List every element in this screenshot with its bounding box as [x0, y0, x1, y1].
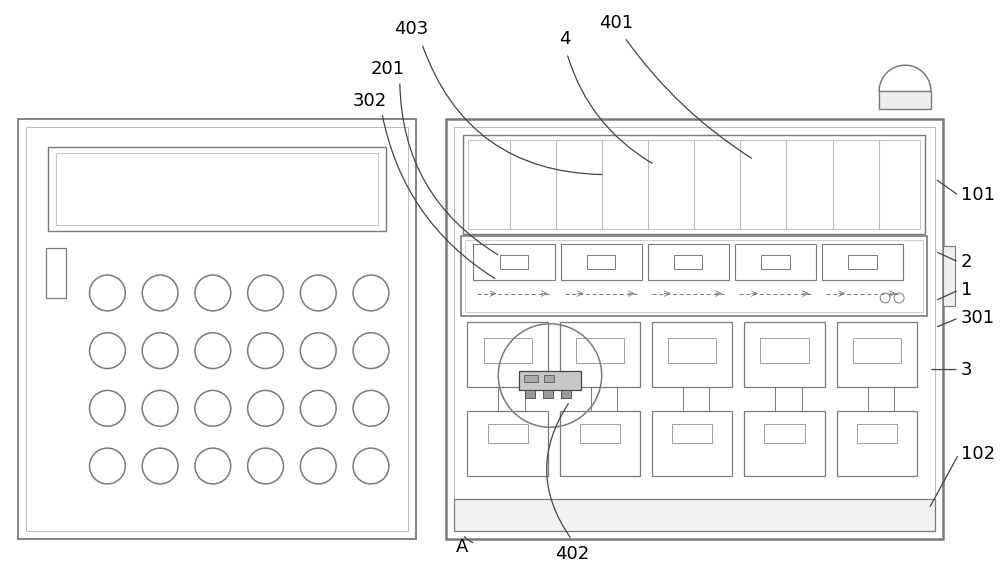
Bar	[524, 375, 538, 383]
Text: 301: 301	[961, 309, 995, 327]
Text: 102: 102	[961, 445, 995, 463]
Bar	[48, 147, 386, 231]
Bar	[672, 424, 712, 443]
Text: 2: 2	[961, 253, 972, 271]
Bar	[446, 119, 943, 538]
Bar	[467, 322, 548, 387]
Bar	[463, 135, 925, 234]
Bar	[652, 411, 732, 476]
Bar	[576, 338, 624, 363]
Bar	[18, 119, 416, 538]
Bar	[544, 375, 554, 383]
Bar	[587, 255, 615, 270]
Text: 302: 302	[353, 92, 387, 110]
Bar	[853, 338, 901, 363]
Text: 403: 403	[394, 21, 428, 38]
Bar	[454, 499, 935, 530]
Bar	[652, 322, 732, 387]
Text: 3: 3	[961, 360, 972, 379]
Bar	[484, 338, 532, 363]
Bar	[879, 91, 931, 109]
Bar	[857, 424, 897, 443]
Bar	[744, 411, 825, 476]
Bar	[761, 255, 790, 270]
Bar	[683, 387, 709, 411]
Bar	[473, 244, 555, 280]
Bar	[560, 322, 640, 387]
Bar	[468, 140, 920, 230]
Bar	[837, 322, 917, 387]
Bar	[868, 387, 894, 411]
Text: 101: 101	[961, 187, 995, 204]
Bar	[943, 246, 955, 306]
Bar	[525, 391, 535, 399]
Bar	[668, 338, 716, 363]
Bar	[543, 391, 553, 399]
Bar	[561, 244, 642, 280]
Text: 401: 401	[600, 14, 634, 33]
Bar	[764, 424, 805, 443]
Text: 4: 4	[559, 30, 571, 49]
Bar	[848, 255, 877, 270]
Bar	[461, 236, 927, 316]
Bar	[500, 255, 528, 270]
Bar	[837, 411, 917, 476]
Bar	[591, 387, 617, 411]
Bar	[560, 411, 640, 476]
Bar	[454, 127, 935, 530]
Bar	[561, 391, 571, 399]
Bar	[56, 152, 378, 226]
Bar	[465, 240, 923, 312]
Bar	[519, 371, 581, 391]
Bar	[822, 244, 903, 280]
Bar	[648, 244, 729, 280]
Bar	[580, 424, 620, 443]
Text: 402: 402	[555, 545, 589, 562]
Bar	[46, 248, 66, 298]
Bar	[467, 411, 548, 476]
Bar	[26, 127, 408, 530]
Bar	[760, 338, 809, 363]
Bar	[488, 424, 528, 443]
Bar	[775, 387, 802, 411]
Bar	[735, 244, 816, 280]
Bar	[674, 255, 702, 270]
Bar	[744, 322, 825, 387]
Text: 201: 201	[371, 60, 405, 78]
Text: 1: 1	[961, 281, 972, 299]
Bar	[498, 387, 525, 411]
Text: A: A	[456, 537, 469, 556]
